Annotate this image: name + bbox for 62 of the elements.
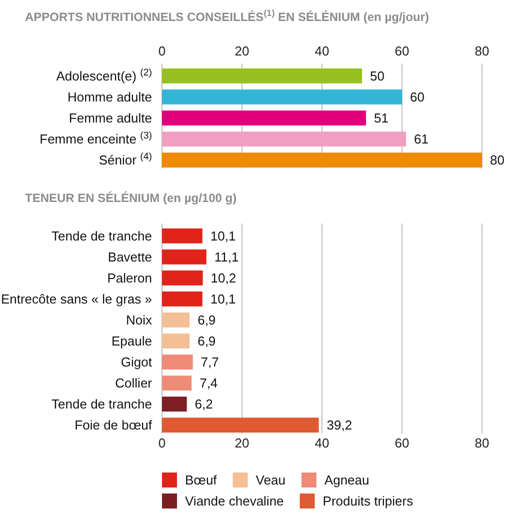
- data-label: 80: [490, 152, 504, 168]
- x-tick-label: 40: [314, 436, 330, 450]
- y-tick-label: Collier: [115, 376, 153, 391]
- data-label: 50: [370, 68, 384, 84]
- y-tick-label: Paleron: [107, 270, 152, 286]
- data-label: 6,9: [198, 312, 216, 328]
- bar: [162, 68, 362, 84]
- legend-label: Produits tripiers: [322, 494, 414, 508]
- bar: [162, 312, 190, 328]
- bar: [162, 354, 193, 370]
- y-tick-label: Entrecôte sans « le gras »: [0, 291, 152, 306]
- bar: [162, 376, 192, 391]
- y-tick-label: Homme adulte: [67, 89, 152, 104]
- y-tick-label: Tende de tranche: [52, 228, 152, 244]
- y-tick-label: Adolescent(e) $^{(2)}$: [56, 66, 152, 84]
- y-tick-label: Femme adulte: [68, 110, 152, 126]
- y-tick-label: Foie de bœuf: [74, 418, 152, 433]
- bar: [162, 292, 202, 306]
- bar: [162, 270, 203, 286]
- data-label: 61: [414, 132, 428, 147]
- x-tick-label: 60: [394, 44, 410, 58]
- legend-label: Bœuf: [185, 472, 218, 488]
- x-tick-label: 0: [158, 44, 166, 58]
- bar: [162, 418, 319, 433]
- x-tick-label: 80: [474, 44, 490, 58]
- y-tick-label: Noix: [126, 312, 152, 328]
- legend-label: Veau: [256, 472, 286, 488]
- bar: [162, 334, 190, 348]
- bar: [162, 249, 206, 264]
- data-label: 10,1: [210, 228, 236, 244]
- y-tick-label: Tende de tranche: [52, 396, 152, 412]
- x-tick-label: 0: [158, 436, 166, 450]
- data-label: 60: [410, 89, 424, 104]
- bar: [162, 228, 202, 244]
- bar: [162, 89, 402, 104]
- bar: [162, 396, 187, 412]
- data-label: 10,2: [210, 270, 236, 286]
- data-label: 10,1: [210, 291, 236, 306]
- y-tick-label: Gigot: [120, 354, 152, 370]
- x-tick-label: 20: [234, 436, 250, 450]
- chart-title: APPORTS NUTRITIONNELS CONSEILLÉS$^{(1)}$ EN SÉLÉNIUM (en µg/jour): [25, 8, 429, 24]
- data-label: 11,1: [214, 249, 239, 264]
- data-label: 6,9: [198, 334, 216, 349]
- y-tick-label: Bavette: [108, 249, 152, 264]
- x-tick-label: 60: [394, 436, 410, 450]
- bar: [162, 152, 482, 168]
- chart-title: TENEUR EN SÉLÉNIUM (en µg/100 g): [25, 191, 237, 205]
- legend-label: Agneau: [324, 472, 370, 488]
- data-label: 6,2: [194, 396, 213, 412]
- legend-label: Viande chevaline: [185, 494, 284, 508]
- y-tick-label: Sénior $^{(4)}$: [98, 151, 152, 168]
- bar: [162, 110, 366, 126]
- data-label: 39,2: [326, 418, 352, 433]
- x-tick-label: 80: [474, 436, 490, 450]
- y-tick-label: Epaule: [112, 334, 152, 349]
- y-tick-label: Femme enceinte $^{(3)}$: [40, 130, 152, 147]
- bar: [162, 132, 406, 147]
- data-label: 7,4: [200, 376, 218, 391]
- x-tick-label: 20: [234, 44, 250, 58]
- data-label: 51: [374, 110, 388, 126]
- data-label: 7,7: [200, 354, 219, 370]
- x-tick-label: 40: [314, 44, 330, 58]
